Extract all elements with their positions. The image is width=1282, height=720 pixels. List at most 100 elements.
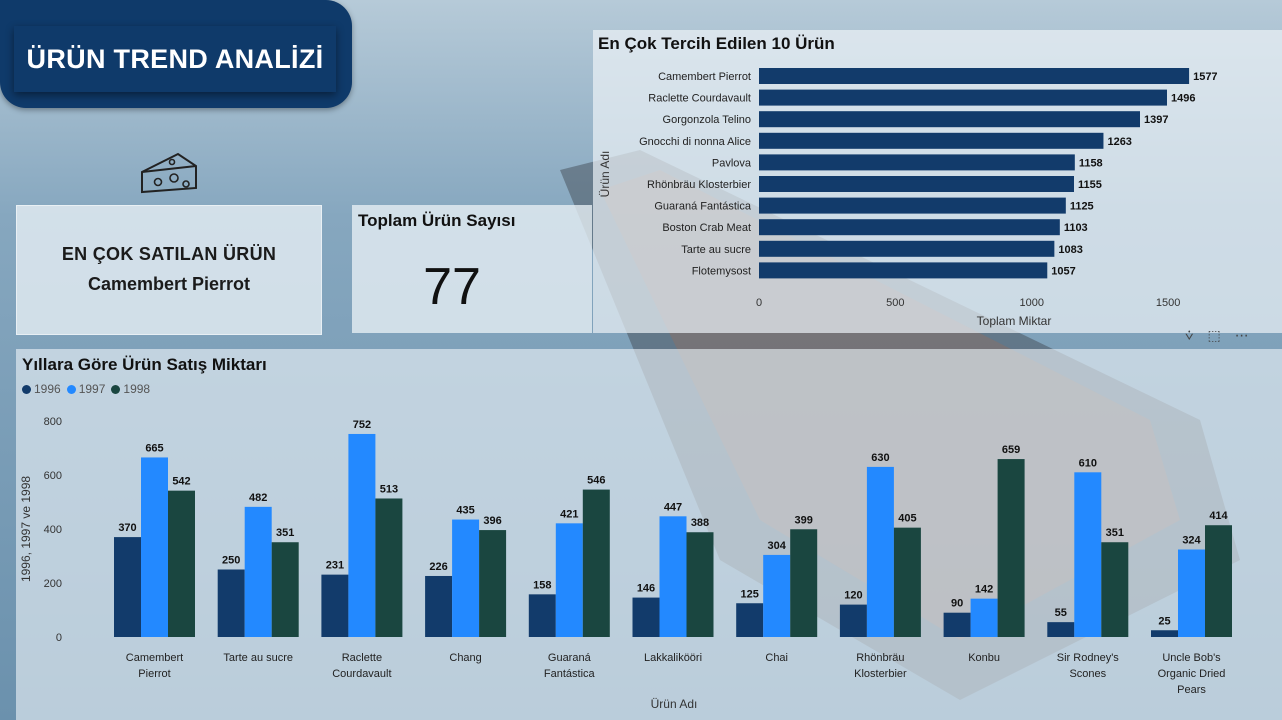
yearly-chart: 0 200 400 600 800 1996, 1997 ve 1998 370 665 542… xyxy=(19,416,1232,711)
top10-category-label: Flotemysost xyxy=(692,265,751,277)
yearly-bar-1998[interactable] xyxy=(1205,525,1232,637)
top10-bar[interactable] xyxy=(759,176,1074,192)
product-count-value: 77 xyxy=(423,258,481,316)
yearly-bar-1997[interactable] xyxy=(555,523,583,637)
legend-item-1996[interactable]: 1996 xyxy=(22,382,61,396)
top10-y-axis-title: Ürün Adı xyxy=(598,151,612,198)
yearly-value-label: 25 xyxy=(1158,615,1170,627)
top10-value-label: 1155 xyxy=(1078,179,1102,191)
yearly-bar-1998[interactable] xyxy=(686,532,714,637)
yearly-bar-1998[interactable] xyxy=(168,490,195,637)
yearly-bar-1997[interactable] xyxy=(1178,549,1205,637)
top10-bar[interactable] xyxy=(759,89,1167,106)
yearly-bar-1996[interactable] xyxy=(321,574,349,637)
yearly-value-label: 351 xyxy=(1106,527,1124,539)
yearly-bar-1998[interactable] xyxy=(1101,542,1129,637)
yearly-bar-1997[interactable] xyxy=(452,519,480,637)
cheese-icon xyxy=(141,152,197,194)
yearly-bar-1996[interactable] xyxy=(943,612,971,637)
yearly-value-label: 546 xyxy=(587,475,605,487)
yearly-bar-1996[interactable] xyxy=(114,537,141,637)
top10-value-label: 1103 xyxy=(1064,222,1088,234)
yearly-chart-panel[interactable]: Yıllara Göre Ürün Satış Miktarı 1996 199… xyxy=(16,349,1282,720)
yearly-bar-1997[interactable] xyxy=(348,433,376,637)
yearly-value-label: 125 xyxy=(741,588,759,600)
yearly-y-tick: 200 xyxy=(44,578,62,590)
yearly-value-label: 146 xyxy=(637,583,655,595)
top10-bar[interactable] xyxy=(759,219,1060,236)
yearly-bar-1996[interactable] xyxy=(528,594,556,637)
yearly-category-label: Camembert xyxy=(126,652,183,664)
yearly-value-label: 665 xyxy=(145,442,163,454)
yearly-category-label: Sir Rodney's xyxy=(1057,652,1120,664)
yearly-value-label: 435 xyxy=(456,505,474,517)
yearly-category-label: Rhönbräu xyxy=(856,652,904,664)
page-title: ÜRÜN TREND ANALİZİ xyxy=(26,43,324,74)
legend-label: 1996 xyxy=(34,382,61,396)
more-options-icon[interactable]: ⋯ xyxy=(1234,327,1249,343)
focus-mode-icon[interactable]: ⬚ xyxy=(1207,327,1221,343)
yearly-bar-1997[interactable] xyxy=(141,457,168,637)
yearly-bar-1997[interactable] xyxy=(970,598,998,637)
yearly-value-label: 610 xyxy=(1079,457,1097,469)
yearly-value-label: 226 xyxy=(429,561,447,573)
yearly-value-label: 120 xyxy=(844,590,862,602)
yearly-value-label: 399 xyxy=(795,514,813,526)
top10-category-label: Boston Crab Meat xyxy=(662,222,751,234)
yearly-bar-1997[interactable] xyxy=(244,506,272,637)
yearly-bar-1998[interactable] xyxy=(997,459,1025,637)
top10-bar[interactable] xyxy=(759,111,1140,128)
yearly-bar-1998[interactable] xyxy=(582,489,610,637)
top10-bar[interactable] xyxy=(759,68,1190,84)
top10-bar[interactable] xyxy=(759,197,1066,214)
top10-x-tick: 1000 xyxy=(1019,297,1043,309)
top10-bar[interactable] xyxy=(759,240,1055,257)
top10-category-label: Raclette Courdavault xyxy=(648,93,751,105)
yearly-bar-1996[interactable] xyxy=(632,597,660,637)
top10-category-label: Gorgonzola Telino xyxy=(663,114,751,126)
yearly-category-label: Chang xyxy=(449,652,481,664)
yearly-value-label: 482 xyxy=(249,492,267,504)
top10-value-label: 1263 xyxy=(1107,136,1131,148)
yearly-bar-1997[interactable] xyxy=(763,554,791,637)
yearly-x-axis-title: Ürün Adı xyxy=(651,697,698,711)
yearly-y-tick: 0 xyxy=(56,632,62,644)
yearly-bar-1998[interactable] xyxy=(271,542,299,637)
yearly-value-label: 231 xyxy=(326,560,344,572)
yearly-bar-1998[interactable] xyxy=(790,529,818,637)
yearly-bar-1998[interactable] xyxy=(479,530,507,637)
yearly-bar-1996[interactable] xyxy=(217,569,245,638)
yearly-y-axis-title: 1996, 1997 ve 1998 xyxy=(19,476,33,582)
yearly-bar-1997[interactable] xyxy=(866,466,894,637)
yearly-value-label: 659 xyxy=(1002,444,1020,456)
yearly-bar-1996[interactable] xyxy=(425,575,453,637)
yearly-value-label: 630 xyxy=(871,452,889,464)
legend-item-1998[interactable]: 1998 xyxy=(111,382,150,396)
yearly-category-label: Organic Dried xyxy=(1158,668,1226,680)
filter-icon[interactable]: ⩒ xyxy=(1185,327,1194,343)
yearly-bar-1996[interactable] xyxy=(1047,622,1075,637)
yearly-bar-1997[interactable] xyxy=(1074,472,1102,637)
yearly-value-label: 351 xyxy=(276,527,294,539)
top10-category-label: Tarte au sucre xyxy=(681,244,751,256)
yearly-value-label: 370 xyxy=(118,522,136,534)
best-seller-label: EN ÇOK SATILAN ÜRÜN xyxy=(61,244,277,264)
yearly-bar-1996[interactable] xyxy=(1151,630,1178,637)
legend-label: 1997 xyxy=(78,382,106,396)
yearly-value-label: 414 xyxy=(1209,510,1228,522)
top10-bar[interactable] xyxy=(759,262,1048,279)
legend-item-1997[interactable]: 1997 xyxy=(66,382,106,396)
top10-bar[interactable] xyxy=(759,132,1104,149)
product-count-label: Toplam Ürün Sayısı xyxy=(358,211,516,230)
yearly-value-label: 55 xyxy=(1055,607,1067,619)
yearly-bar-1996[interactable] xyxy=(736,603,764,637)
yearly-value-label: 752 xyxy=(353,419,371,431)
top10-bar[interactable] xyxy=(759,154,1075,171)
yearly-bar-1998[interactable] xyxy=(893,527,921,637)
yearly-bar-1996[interactable] xyxy=(839,604,867,637)
top10-category-label: Pavlova xyxy=(712,157,752,169)
top10-chart-panel[interactable]: En Çok Tercih Edilen 10 Ürün Camembert P… xyxy=(593,30,1282,333)
yearly-bar-1998[interactable] xyxy=(375,498,403,637)
yearly-bar-1997[interactable] xyxy=(659,516,687,637)
yearly-value-label: 405 xyxy=(898,513,916,525)
